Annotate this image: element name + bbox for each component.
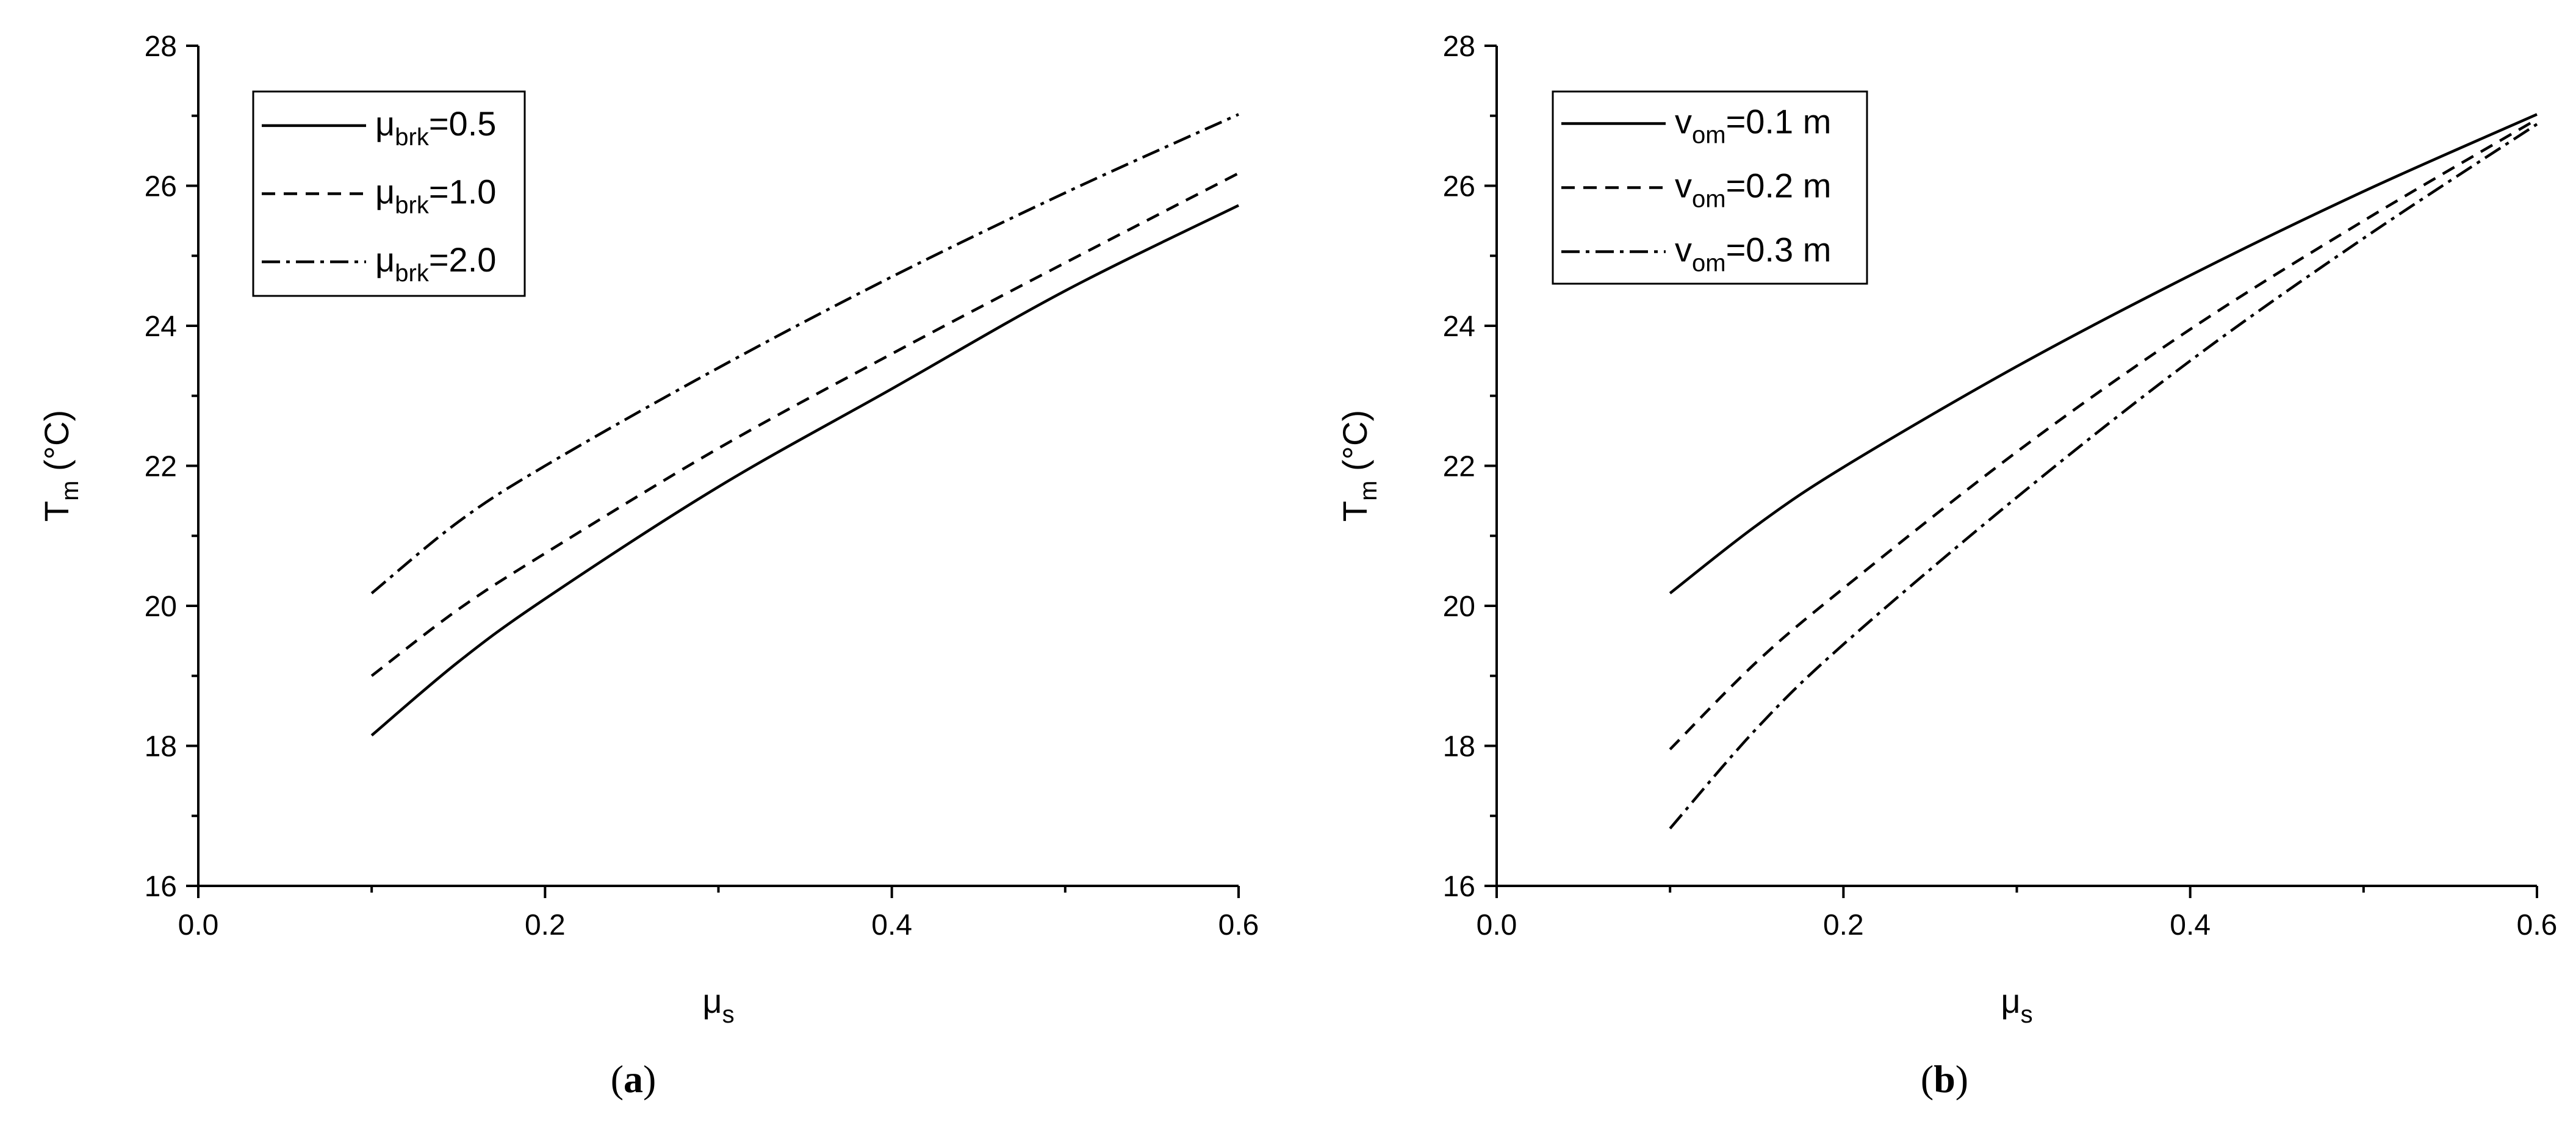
- x-tick-label: 0.2: [525, 909, 566, 941]
- x-axis-label: μs: [2001, 982, 2032, 1028]
- caption-letter: b: [1934, 1057, 1955, 1101]
- legend-label-3: μbrk=2.0: [375, 240, 496, 287]
- series-line-2: [370, 171, 1240, 677]
- y-tick-label: 22: [1443, 451, 1475, 483]
- legend-label-subscript: brk: [395, 260, 430, 287]
- x-tick-label: 0.6: [1218, 909, 1259, 941]
- series-line-2: [1669, 118, 2538, 750]
- y-axis-label-base: T: [1336, 501, 1374, 522]
- legend-label-subscript: om: [1692, 250, 1726, 277]
- y-tick-label: 28: [145, 31, 177, 63]
- legend-label-3: vom=0.3 m: [1675, 231, 1831, 277]
- legend-label-value: =0.5: [429, 104, 497, 143]
- y-tick-label: 18: [1443, 731, 1475, 763]
- caption-close: ): [643, 1057, 656, 1101]
- legend-label-value: =1.0: [429, 173, 497, 211]
- y-tick-label: 16: [1443, 871, 1475, 903]
- x-axis-label-subscript: s: [722, 1001, 735, 1028]
- panel-caption-a: (a): [611, 1057, 657, 1101]
- x-tick-label: 0.4: [871, 909, 912, 941]
- legend-label-base: v: [1675, 102, 1692, 141]
- y-tick-label: 22: [145, 451, 177, 483]
- y-axis-label-unit: (°C): [1336, 410, 1374, 481]
- x-axis-label-base: μ: [702, 982, 722, 1020]
- legend-label-2: vom=0.2 m: [1675, 167, 1831, 213]
- legend-label-1: μbrk=0.5: [375, 104, 496, 151]
- y-tick-label: 26: [1443, 171, 1475, 203]
- y-tick-label: 16: [145, 871, 177, 903]
- legend-label-subscript: brk: [395, 124, 430, 151]
- caption-open: (: [611, 1057, 624, 1101]
- caption-close: ): [1955, 1057, 1968, 1101]
- x-axis-label: μs: [702, 982, 734, 1028]
- y-tick-label: 26: [145, 171, 177, 203]
- y-tick-label: 24: [1443, 311, 1475, 343]
- series-line-1: [370, 204, 1239, 737]
- y-axis-label-subscript: m: [57, 481, 84, 501]
- legend-label-subscript: om: [1692, 122, 1726, 149]
- y-tick-label: 24: [145, 311, 177, 343]
- legend-label-value: =0.1 m: [1726, 102, 1832, 141]
- series-line-1: [1669, 113, 2538, 595]
- y-tick-label: 20: [145, 591, 177, 623]
- x-axis-label-base: μ: [2001, 982, 2020, 1020]
- y-axis-label: Tm (°C): [1336, 410, 1382, 522]
- x-axis-label-subscript: s: [2021, 1001, 2033, 1028]
- y-tick-label: 20: [1443, 591, 1475, 623]
- legend-label-1: vom=0.1 m: [1675, 102, 1831, 149]
- legend-label-value: =0.2 m: [1726, 167, 1832, 205]
- legend-label-base: μ: [375, 173, 395, 211]
- caption-letter: a: [624, 1057, 643, 1101]
- y-axis-label-unit: (°C): [37, 410, 76, 481]
- y-axis-label: Tm (°C): [37, 410, 84, 522]
- legend-label-base: v: [1675, 167, 1692, 205]
- caption-open: (: [1921, 1057, 1934, 1101]
- x-tick-label: 0.6: [2517, 909, 2558, 941]
- x-tick-label: 0.4: [2170, 909, 2211, 941]
- legend-label-subscript: brk: [395, 192, 430, 219]
- legend-label-2: μbrk=1.0: [375, 173, 496, 219]
- panel-caption-b: (b): [1921, 1057, 1968, 1101]
- x-tick-label: 0.0: [1477, 909, 1517, 941]
- legend-label-value: =0.3 m: [1726, 231, 1832, 269]
- legend-label-base: v: [1675, 231, 1692, 269]
- series-line-3: [1669, 123, 2538, 830]
- x-tick-label: 0.2: [1823, 909, 1864, 941]
- y-tick-label: 18: [145, 731, 177, 763]
- legend-label-value: =2.0: [429, 240, 497, 279]
- y-axis-label-subscript: m: [1355, 481, 1382, 501]
- y-axis-label-base: T: [37, 501, 76, 522]
- legend-label-base: μ: [375, 104, 395, 143]
- legend-label-subscript: om: [1692, 186, 1726, 213]
- legend-label-base: μ: [375, 240, 395, 279]
- x-tick-label: 0.0: [178, 909, 219, 941]
- y-tick-label: 28: [1443, 31, 1475, 63]
